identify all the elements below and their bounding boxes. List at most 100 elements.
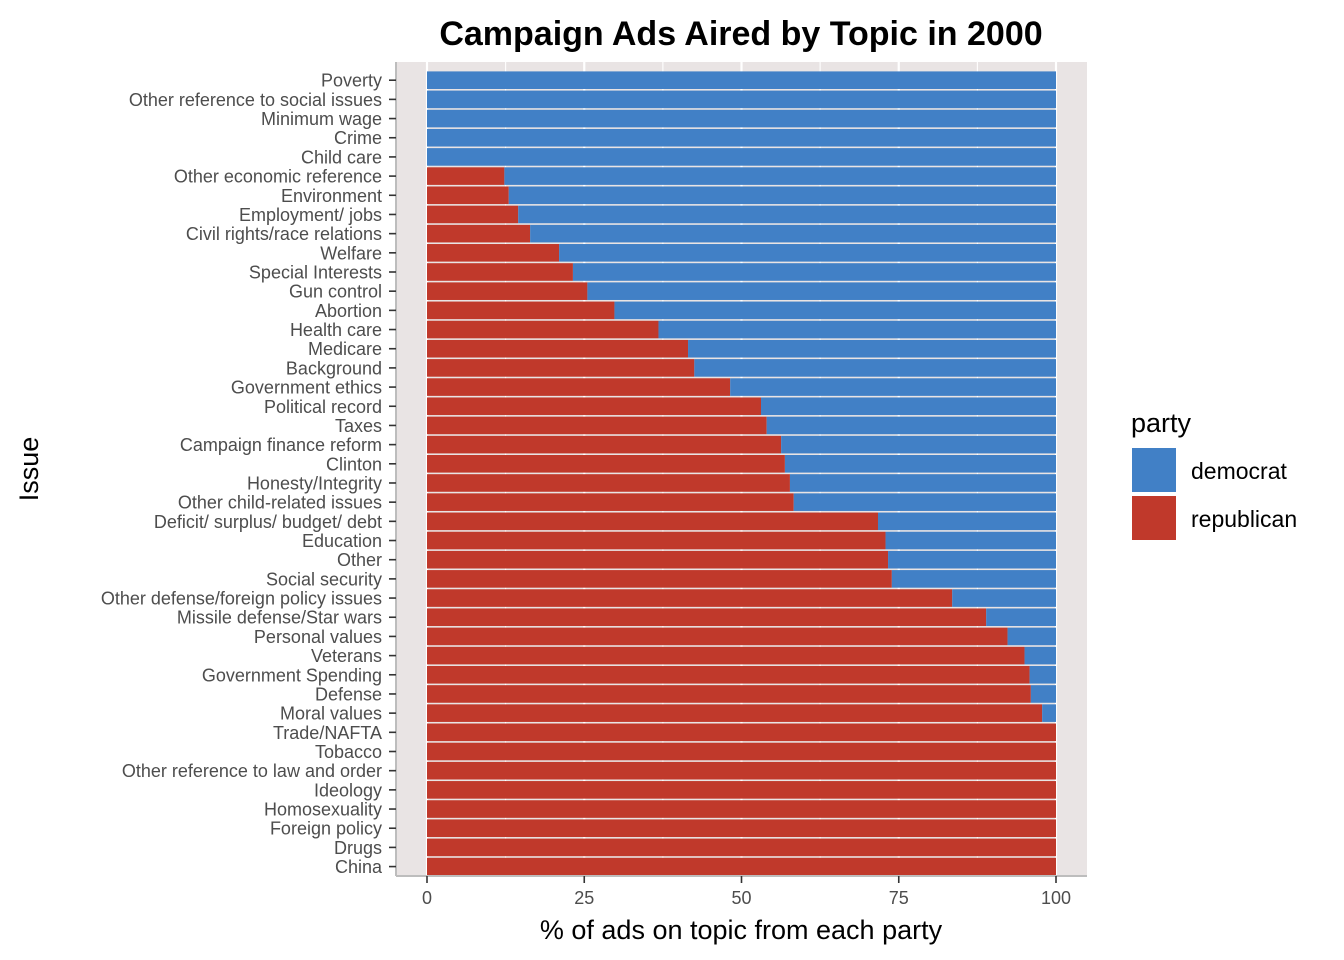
bar-republican-other-reference-to-law-and-order — [427, 761, 1056, 780]
y-tick-label: Other reference to law and order — [122, 761, 382, 781]
bar-republican-veterans — [427, 646, 1025, 665]
y-tick-label: Other reference to social issues — [129, 90, 382, 110]
bar-republican-personal-values — [427, 627, 1008, 646]
bar-republican-tobacco — [427, 742, 1056, 761]
bar-republican-other-defense-foreign-policy-issues — [427, 589, 953, 607]
bar-democrat-political-record — [760, 397, 1056, 416]
bar-democrat-veterans — [1024, 646, 1056, 665]
y-tick-label: Medicare — [308, 339, 382, 359]
bar-democrat-employment-jobs — [518, 205, 1056, 224]
y-tick-label: Other child-related issues — [178, 493, 382, 513]
bar-democrat-environment — [508, 186, 1056, 205]
bar-democrat-abortion — [614, 301, 1056, 320]
y-tick-label: Deficit/ surplus/ budget/ debt — [154, 512, 382, 532]
y-tick-label: Child care — [301, 147, 382, 167]
bar-republican-homosexuality — [427, 800, 1056, 818]
y-tick-label: Veterans — [311, 646, 382, 666]
bar-democrat-education — [885, 531, 1056, 550]
legend-key-republican — [1132, 496, 1176, 540]
bar-republican-political-record — [427, 397, 761, 416]
bar-republican-deficit-surplus-budget-debt — [427, 512, 878, 531]
x-tick-label: 50 — [731, 888, 751, 908]
bar-republican-education — [427, 531, 886, 550]
y-tick-label: Homosexuality — [264, 800, 382, 820]
y-tick-label: China — [335, 857, 383, 877]
bar-democrat-taxes — [766, 416, 1056, 435]
y-tick-label: Defense — [315, 684, 382, 704]
bar-republican-drugs — [427, 838, 1056, 857]
bar-democrat-other-economic-reference — [504, 167, 1056, 185]
y-tick-label: Background — [286, 358, 382, 378]
bar-democrat-medicare — [688, 339, 1056, 358]
x-tick-label: 0 — [422, 888, 432, 908]
y-tick-label: Poverty — [321, 71, 382, 91]
y-tick-label: Other — [337, 550, 382, 570]
bar-democrat-defense — [1030, 685, 1056, 703]
y-tick-label: Employment/ jobs — [239, 205, 382, 225]
y-tick-label: Personal values — [254, 627, 382, 647]
y-tick-label: Crime — [334, 128, 382, 148]
y-tick-label: Moral values — [280, 704, 382, 724]
y-tick-label: Environment — [281, 186, 382, 206]
legend-title: party — [1131, 408, 1192, 438]
y-tick-label: Clinton — [326, 454, 382, 474]
bar-republican-foreign-policy — [427, 819, 1056, 838]
bar-republican-china — [427, 857, 1056, 876]
y-tick-label: Other economic reference — [174, 167, 382, 187]
bar-democrat-clinton — [784, 455, 1056, 473]
y-tick-label: Taxes — [335, 416, 382, 436]
bar-republican-other-economic-reference — [427, 167, 505, 185]
bar-democrat-other — [888, 550, 1056, 569]
y-tick-label: Government Spending — [202, 665, 382, 685]
bar-republican-missile-defense-star-wars — [427, 608, 987, 627]
y-tick-label: Health care — [290, 320, 382, 340]
legend: party democrat republican — [1131, 408, 1297, 540]
y-tick-label: Drugs — [334, 838, 382, 858]
y-tick-label: Welfare — [320, 243, 382, 263]
bar-republican-defense — [427, 685, 1031, 703]
y-tick-label: Civil rights/race relations — [186, 224, 382, 244]
y-tick-label: Gun control — [289, 282, 382, 302]
bar-republican-gun-control — [427, 282, 588, 300]
bar-democrat-health-care — [658, 320, 1056, 339]
y-tick-label: Minimum wage — [261, 109, 382, 129]
bar-democrat-moral-values — [1042, 704, 1056, 722]
y-tick-label: Campaign finance reform — [180, 435, 382, 455]
bar-democrat-other-defense-foreign-policy-issues — [952, 589, 1056, 607]
bar-democrat-poverty — [427, 71, 1056, 89]
y-tick-label: Honesty/Integrity — [247, 473, 382, 493]
x-tick-label: 75 — [889, 888, 909, 908]
bar-republican-civil-rights-race-relations — [427, 224, 531, 243]
bar-republican-employment-jobs — [427, 205, 519, 224]
y-tick-label: Social security — [266, 569, 382, 589]
bar-democrat-missile-defense-star-wars — [986, 608, 1056, 627]
bar-democrat-other-child-related-issues — [793, 493, 1056, 511]
bar-republican-environment — [427, 186, 509, 205]
y-tick-label: Tobacco — [315, 742, 382, 762]
bar-republican-health-care — [427, 320, 659, 339]
bar-democrat-special-interests — [572, 263, 1056, 281]
bar-republican-clinton — [427, 455, 785, 473]
y-tick-label: Foreign policy — [270, 819, 382, 839]
bar-democrat-crime — [427, 128, 1056, 147]
bar-republican-abortion — [427, 301, 615, 320]
y-tick-label: Abortion — [315, 301, 382, 321]
bar-democrat-gun-control — [587, 282, 1056, 300]
bar-republican-other — [427, 550, 889, 569]
bar-republican-welfare — [427, 244, 560, 262]
bar-democrat-other-reference-to-social-issues — [427, 90, 1056, 109]
y-tick-label: Political record — [264, 397, 382, 417]
bar-democrat-minimum-wage — [427, 109, 1056, 128]
bar-republican-campaign-finance-reform — [427, 435, 782, 454]
bar-republican-social-security — [427, 570, 892, 588]
y-tick-label: Government ethics — [231, 378, 382, 398]
legend-label-republican: republican — [1191, 506, 1297, 532]
bar-democrat-background — [694, 359, 1056, 377]
y-tick-label: Special Interests — [249, 263, 382, 283]
bar-democrat-campaign-finance-reform — [781, 435, 1056, 454]
legend-label-democrat: democrat — [1191, 458, 1287, 484]
x-tick-label: 25 — [574, 888, 594, 908]
bar-republican-government-spending — [427, 665, 1030, 684]
bar-democrat-government-spending — [1029, 665, 1056, 684]
